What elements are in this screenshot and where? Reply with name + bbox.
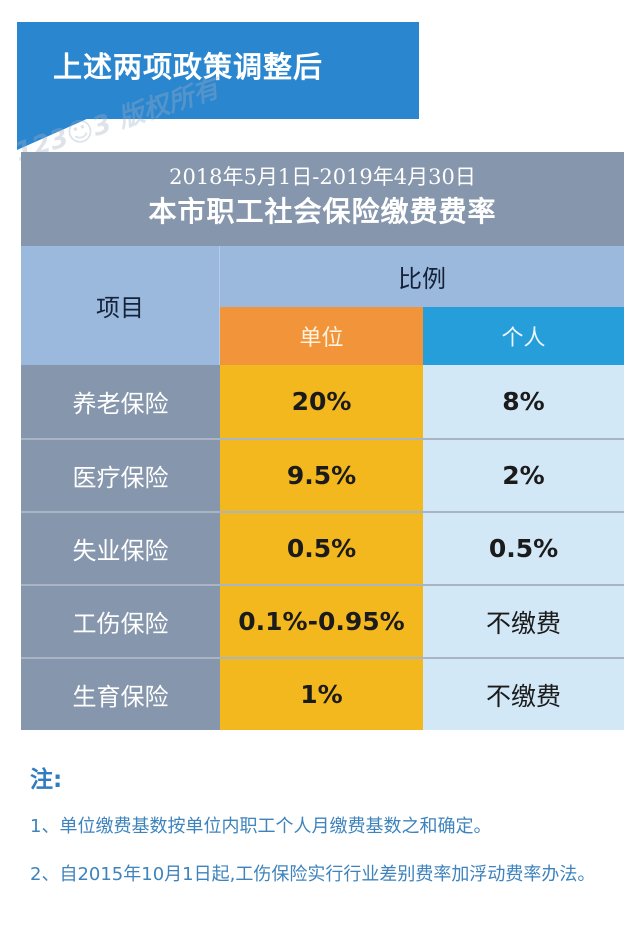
row-unit-rate: 0.5%: [220, 513, 423, 584]
header-item: 项目: [21, 246, 220, 365]
section-title: 上述两项政策调整后: [53, 50, 324, 84]
row-item: 失业保险: [21, 513, 220, 584]
table-body: 养老保险 20% 8% 医疗保险 9.5% 2% 失业保险 0.5% 0.5% …: [21, 365, 624, 730]
table-header: 项目 比例 单位 个人: [21, 246, 624, 365]
table-title-band: 2018年5月1日-2019年4月30日 本市职工社会保险缴费费率: [21, 152, 624, 246]
row-person-rate: 不缴费: [423, 586, 624, 657]
table-row: 医疗保险 9.5% 2%: [21, 438, 624, 511]
row-item: 生育保险: [21, 659, 220, 730]
section-banner: [17, 22, 419, 119]
header-ratio-sub: 单位 个人: [220, 307, 624, 365]
row-person-rate: 0.5%: [423, 513, 624, 584]
row-person-rate: 2%: [423, 440, 624, 511]
notes-section: 注: 1、单位缴费基数按单位内职工个人月缴费基数之和确定。 2、自2015年10…: [30, 760, 630, 910]
notes-title: 注:: [30, 767, 63, 793]
header-unit: 单位: [220, 307, 423, 365]
table-row: 养老保险 20% 8%: [21, 365, 624, 438]
table-title: 本市职工社会保险缴费费率: [148, 195, 497, 228]
row-unit-rate: 9.5%: [220, 440, 423, 511]
insurance-rate-table: 2018年5月1日-2019年4月30日 本市职工社会保险缴费费率 项目 比例 …: [21, 152, 624, 730]
note-item: 2、自2015年10月1日起,工伤保险实行行业差别费率加浮动费率办法。: [30, 864, 596, 885]
table-date-range: 2018年5月1日-2019年4月30日: [169, 165, 476, 189]
table-row: 工伤保险 0.1%-0.95% 不缴费: [21, 584, 624, 657]
row-unit-rate: 20%: [220, 365, 423, 438]
row-item: 工伤保险: [21, 586, 220, 657]
header-person: 个人: [423, 307, 624, 365]
table-row: 生育保险 1% 不缴费: [21, 657, 624, 730]
row-unit-rate: 0.1%-0.95%: [220, 586, 423, 657]
row-unit-rate: 1%: [220, 659, 423, 730]
row-item: 养老保险: [21, 365, 220, 438]
note-item: 1、单位缴费基数按单位内职工个人月缴费基数之和确定。: [30, 816, 492, 837]
row-person-rate: 8%: [423, 365, 624, 438]
header-ratio: 比例: [220, 246, 624, 307]
row-person-rate: 不缴费: [423, 659, 624, 730]
banner-tail-decoration: [17, 118, 89, 150]
header-ratio-group: 比例 单位 个人: [220, 246, 624, 365]
row-item: 医疗保险: [21, 440, 220, 511]
table-row: 失业保险 0.5% 0.5%: [21, 511, 624, 584]
